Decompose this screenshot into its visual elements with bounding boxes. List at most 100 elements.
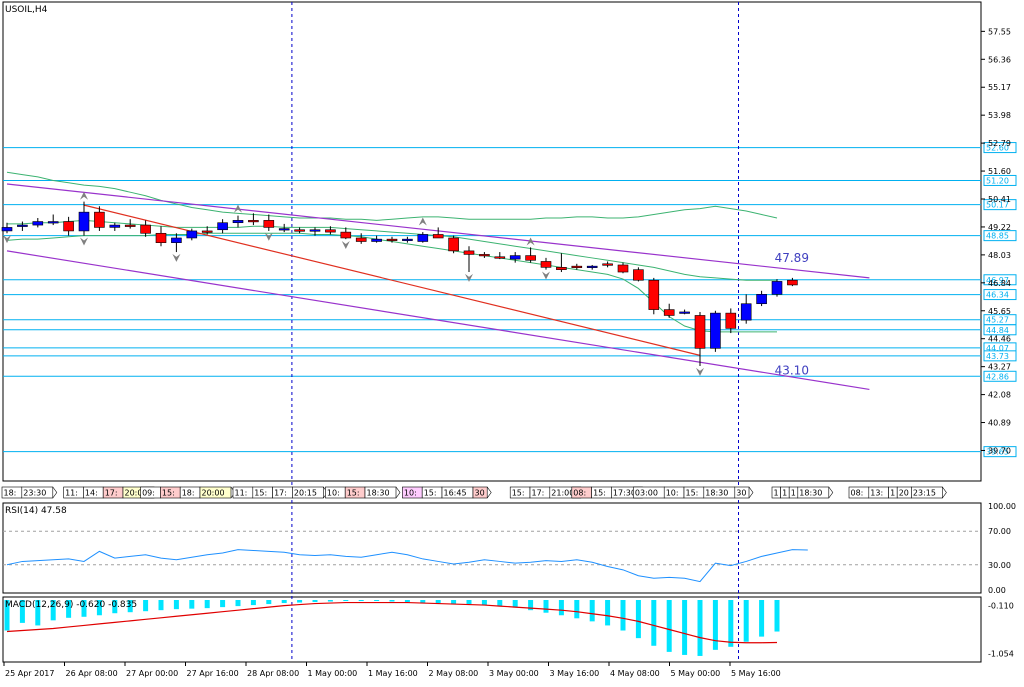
level-tag-label: 48.85: [986, 232, 1009, 241]
bear-candle-body: [248, 220, 259, 223]
level-tag-label: 52.60: [986, 144, 1009, 153]
bear-candle-body: [633, 269, 644, 281]
session-box-label: 1: [791, 489, 796, 498]
macd-histogram-bar: [281, 600, 287, 604]
session-box-label: 18:: [182, 489, 195, 498]
bear-candle-body: [725, 312, 737, 329]
bear-candle-body: [694, 315, 706, 349]
price-tick-label: 44.46: [988, 335, 1011, 344]
bull-candle-body: [771, 281, 783, 295]
bollinger-upper-line: [6, 171, 778, 221]
bear-candle-body: [494, 256, 506, 259]
session-box-cell: [199, 486, 232, 499]
level-tag-label: 44.07: [986, 344, 1009, 353]
price-tick-label: 49.22: [988, 223, 1011, 232]
price-tick-label: 56.36: [988, 55, 1011, 64]
macd-title: MACD(12,26,9) -0.620 -0.835: [5, 600, 137, 610]
session-box-label: 14:: [85, 489, 98, 498]
price-tick-label: 40.89: [988, 419, 1011, 428]
bull-candle-body: [309, 229, 321, 232]
time-tick-label: 4 May 08:00: [610, 669, 660, 678]
macd-histogram-bar: [435, 600, 441, 604]
price-tick-label: 48.03: [988, 251, 1011, 260]
session-box-label: 09:: [142, 489, 155, 498]
time-tick-label: 28 Apr 08:00: [247, 669, 299, 678]
session-box-label: 15:: [512, 489, 525, 498]
price-annotations: 47.89 43.10: [775, 251, 809, 377]
level-tag-label: 46.34: [986, 291, 1009, 300]
macd-histogram-bar: [112, 600, 118, 614]
level-tag-label: 43.73: [986, 352, 1009, 361]
macd-histogram-bar: [173, 600, 179, 610]
rsi-panel-frame: [2, 502, 982, 594]
session-box-label: 11:: [65, 489, 78, 498]
bear-candle-body: [432, 234, 444, 239]
macd-histogram-bar: [774, 600, 780, 632]
bear-candle-body: [325, 229, 336, 233]
bear-candle-body: [340, 231, 352, 239]
time-tick-label: 1 May 16:00: [368, 669, 418, 678]
session-box-label: 15:: [686, 489, 699, 498]
bull-candle-body: [740, 303, 752, 321]
macd-histogram-bar: [697, 600, 703, 656]
session-box-cell: [734, 486, 750, 499]
price-tick-label: 52.79: [988, 139, 1011, 148]
macd-histogram-bar: [759, 600, 765, 637]
fractal-down-marker: [3, 235, 11, 244]
bear-candle-body: [294, 229, 305, 232]
bear-candle-body: [448, 237, 459, 252]
price-tick-label: 43.27: [988, 363, 1011, 372]
fractal-down-marker: [172, 253, 181, 262]
session-box-label: 20: [899, 489, 909, 498]
rsi-tick-label: 30.00: [988, 561, 1011, 570]
rsi-tick-label: 100.00: [988, 502, 1016, 511]
macd-panel-frame: [2, 596, 982, 663]
macd-histogram-bar: [389, 600, 395, 602]
macd-histogram-bar: [512, 600, 518, 608]
macd-histogram-bar: [543, 600, 549, 613]
candles: [1, 201, 798, 366]
bollinger-middle-line: [7, 219, 777, 281]
session-box-label: 23:15: [913, 489, 936, 498]
session-box-label: 15:: [162, 489, 175, 498]
level-tag-label: 51.20: [986, 176, 1009, 185]
bear-candle-body: [663, 309, 675, 316]
chart-title: USOIL,H4: [5, 5, 48, 15]
level-tag: [983, 174, 1017, 186]
session-box-label: 13:: [870, 489, 883, 498]
macd-histogram-bar: [4, 600, 10, 631]
price-tick-label: 55.17: [988, 83, 1011, 92]
session-box-label: 17:: [105, 489, 118, 498]
bear-candle-body: [124, 224, 136, 227]
rsi-line: [6, 549, 808, 583]
price-tick-label: 57.55: [988, 27, 1011, 36]
bull-candle-body: [1, 227, 13, 232]
session-box-label: 17:: [274, 489, 287, 498]
macd-histogram-bar: [143, 600, 149, 612]
bear-candle-body: [201, 230, 213, 233]
fractal-down-marker: [264, 232, 273, 241]
session-box-label: 20:00: [202, 489, 225, 498]
time-tick-label: 27 Apr 00:00: [126, 669, 178, 678]
macd-histogram-bar: [605, 600, 611, 626]
macd-histogram-bar: [66, 600, 72, 618]
session-box-label: 1: [890, 489, 895, 498]
bull-candle-body: [710, 312, 721, 349]
macd-histogram-bar: [558, 600, 564, 616]
level-tag: [983, 274, 1017, 286]
level-tag-label: 46.97: [986, 276, 1009, 285]
level-tag: [983, 289, 1017, 301]
time-tick-label: 27 Apr 16:00: [187, 669, 239, 678]
macd-histogram-bar: [712, 600, 718, 650]
time-tick-label: 3 May 00:00: [489, 669, 539, 678]
session-box-arrow: [748, 486, 754, 499]
time-tick-label: 5 May 00:00: [671, 669, 721, 678]
session-box-label: 17:30: [613, 489, 636, 498]
macd-histogram-bar: [451, 600, 457, 604]
macd-histogram-bar: [666, 600, 672, 652]
session-box-label: 17:: [532, 489, 545, 498]
price-tick-label: 42.08: [988, 391, 1011, 400]
